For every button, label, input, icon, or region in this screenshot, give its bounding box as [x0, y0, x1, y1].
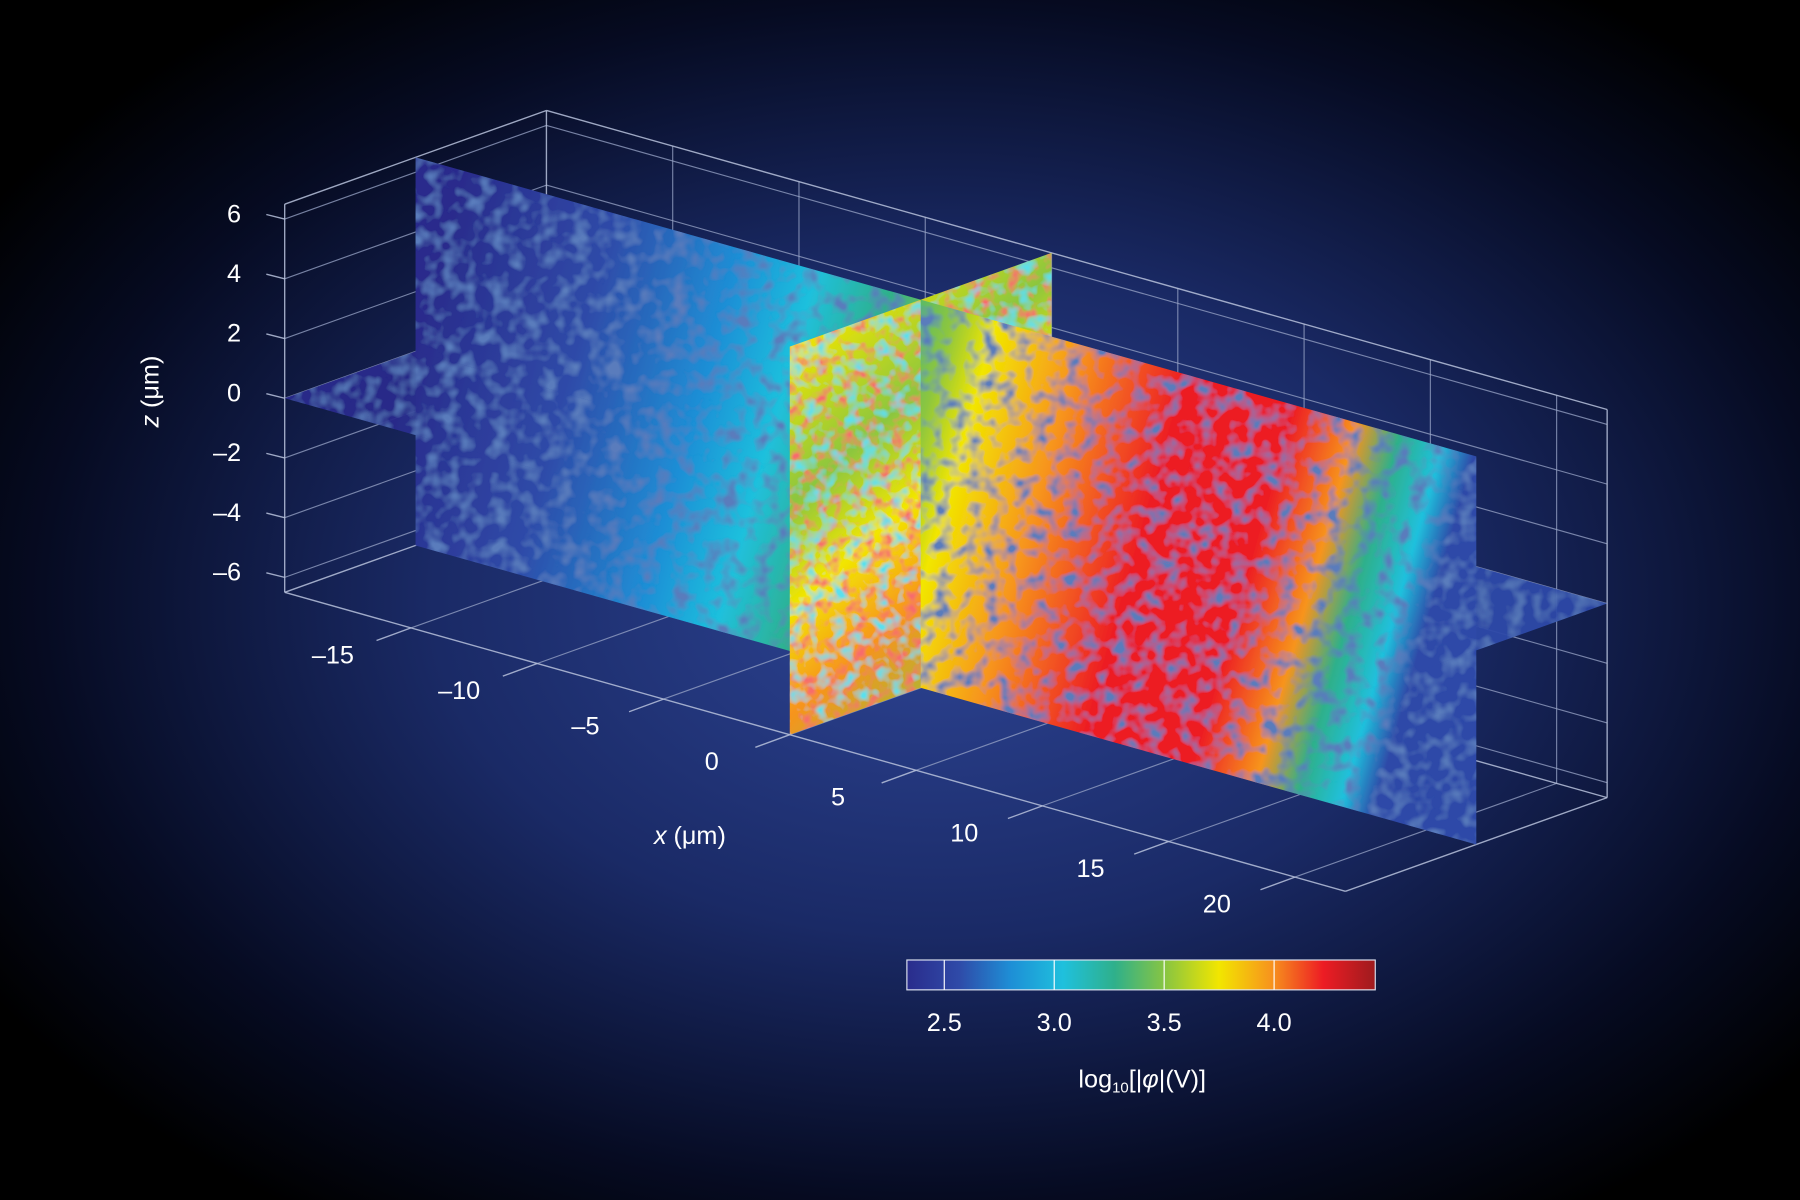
x-tick [1007, 805, 1043, 820]
x-tick-label: –15 [312, 641, 354, 669]
colorbar-label-subscript: 10 [1112, 1080, 1129, 1097]
z-tick [266, 333, 285, 340]
z-tick-label: –2 [213, 439, 241, 467]
colorbar-label-open: [| [1129, 1065, 1143, 1093]
z-tick [266, 273, 285, 280]
colorbar-label-symbol: φ [1142, 1065, 1158, 1093]
colorbar-tick-label: 2.5 [927, 1009, 962, 1037]
x-axis-label: x (μm) [652, 822, 726, 850]
x-tick-label: 20 [1203, 890, 1231, 918]
z-tick-label: 4 [227, 260, 241, 288]
x-tick-label: 5 [831, 784, 845, 812]
yz-slice-front [789, 299, 921, 735]
x-tick [628, 698, 664, 713]
colorbar-tick-label: 4.0 [1257, 1009, 1292, 1037]
x-tick [1260, 876, 1296, 891]
z-tick [266, 512, 285, 519]
x-tick-label: 0 [705, 748, 719, 776]
z-tick-label: 6 [227, 200, 241, 228]
x-tick [502, 662, 538, 677]
colorbar-label: log10[|φ|(V)] [1078, 1065, 1206, 1096]
z-tick [266, 213, 285, 220]
colorbar-label-close: |(V)] [1159, 1065, 1206, 1093]
z-axis-label: z (μm) [136, 356, 164, 429]
x-tick [881, 769, 917, 784]
x-label-unit: (μm) [673, 822, 725, 850]
x-tick [755, 734, 791, 748]
z-tick [266, 572, 285, 579]
x-tick [1133, 840, 1169, 855]
x-tick-label: 10 [950, 819, 978, 847]
box-edge [546, 109, 1608, 411]
z-label-unit: (μm) [136, 356, 164, 408]
x-tick-label: 15 [1077, 855, 1105, 883]
colorbar-label-base: log [1078, 1065, 1112, 1093]
z-tick-label: –4 [213, 499, 241, 527]
z-tick-label: –6 [213, 559, 241, 587]
x-tick [376, 627, 412, 642]
colorbar-tick-label: 3.0 [1037, 1009, 1072, 1037]
x-label-variable: x [652, 822, 668, 850]
z-tick [266, 452, 285, 459]
z-tick-label: 0 [227, 379, 241, 407]
z-tick [266, 392, 285, 399]
z-tick-label: 2 [227, 320, 241, 348]
colorbar [906, 959, 1376, 991]
z-label-variable: z [136, 415, 164, 429]
x-tick-label: –10 [438, 677, 480, 705]
colorbar-tick-label: 3.5 [1147, 1009, 1182, 1037]
x-tick-label: –5 [571, 712, 599, 740]
